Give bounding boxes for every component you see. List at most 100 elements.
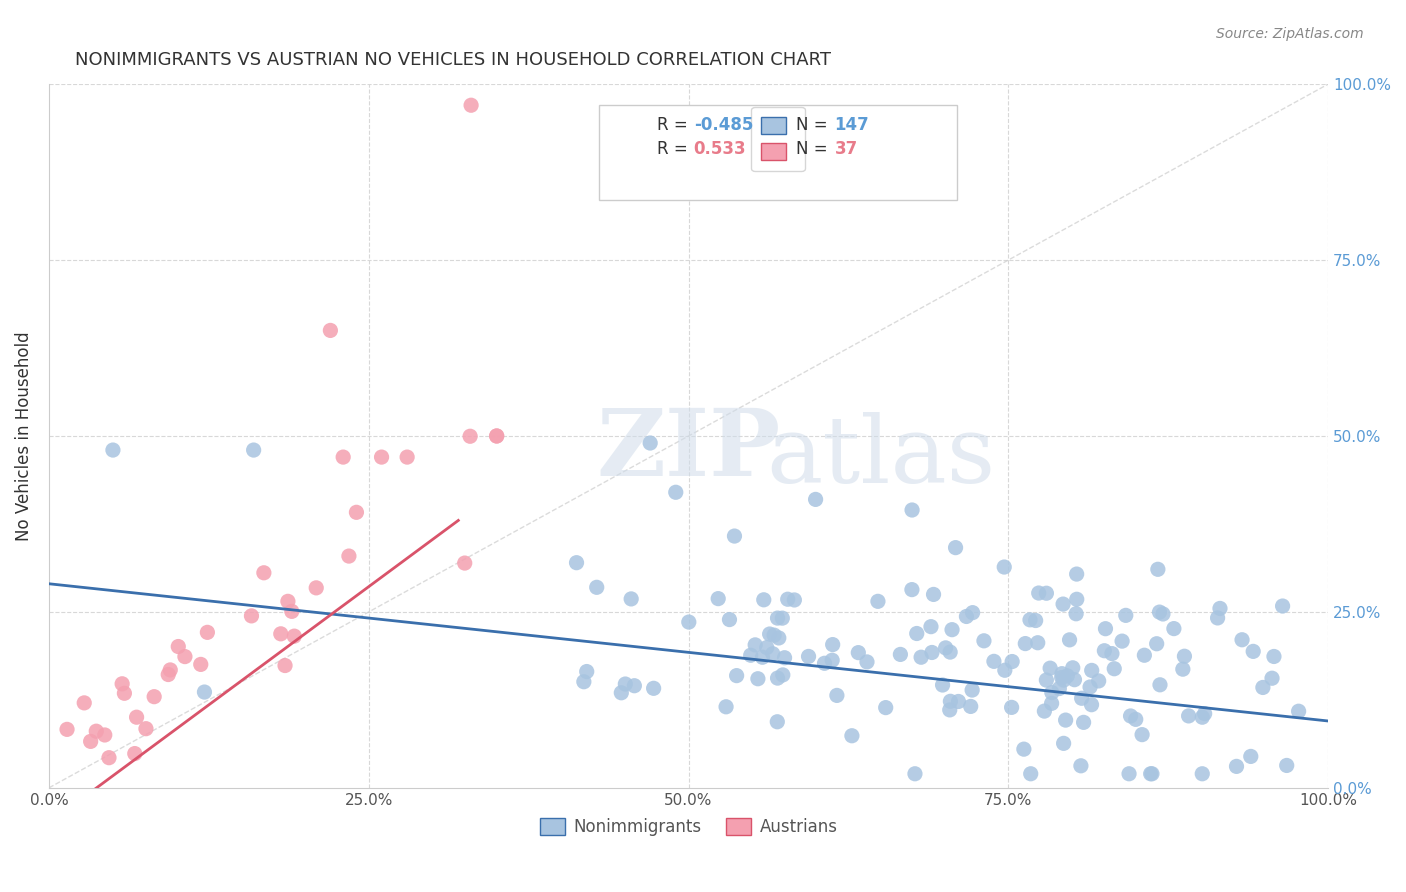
Point: [1014, 637, 1036, 651]
Point: [1019, 766, 1042, 780]
Point: [458, 429, 481, 443]
Text: atlas: atlas: [766, 412, 995, 502]
Point: [125, 710, 148, 724]
Point: [277, 594, 299, 608]
Point: [157, 667, 180, 681]
Point: [1251, 681, 1274, 695]
Point: [904, 766, 927, 780]
Point: [1080, 664, 1102, 678]
Point: [783, 593, 806, 607]
Point: [762, 647, 785, 661]
Point: [821, 653, 844, 667]
Point: [1026, 636, 1049, 650]
Point: [1101, 647, 1123, 661]
Point: [813, 657, 835, 671]
Point: [1039, 661, 1062, 675]
Point: [901, 503, 924, 517]
Point: [804, 492, 827, 507]
Point: [755, 640, 778, 655]
Point: [193, 685, 215, 699]
Point: [939, 703, 962, 717]
Point: [1054, 713, 1077, 727]
Point: [1001, 655, 1024, 669]
Text: R =: R =: [657, 116, 693, 134]
Point: [770, 611, 793, 625]
Point: [1056, 669, 1078, 683]
Point: [1171, 662, 1194, 676]
Point: [1163, 622, 1185, 636]
Point: [274, 658, 297, 673]
Point: [101, 443, 124, 458]
Point: [768, 631, 790, 645]
Point: [1275, 758, 1298, 772]
Point: [723, 529, 745, 543]
Point: [773, 650, 796, 665]
Point: [993, 560, 1015, 574]
Text: 37: 37: [834, 140, 858, 158]
Point: [665, 485, 688, 500]
Point: [1230, 632, 1253, 647]
Point: [747, 672, 769, 686]
Point: [935, 640, 957, 655]
Point: [960, 683, 983, 698]
Point: [572, 674, 595, 689]
Point: [1094, 622, 1116, 636]
Point: [1012, 742, 1035, 756]
Point: [766, 671, 789, 685]
Point: [283, 629, 305, 643]
Point: [1288, 704, 1310, 718]
Point: [866, 594, 889, 608]
Point: [1078, 680, 1101, 694]
Point: [1206, 611, 1229, 625]
Text: 0.533: 0.533: [693, 140, 747, 158]
Point: [772, 668, 794, 682]
Point: [955, 609, 977, 624]
Point: [1133, 648, 1156, 663]
Point: [1025, 614, 1047, 628]
Point: [135, 722, 157, 736]
Point: [1241, 644, 1264, 658]
Point: [112, 686, 135, 700]
Point: [1053, 673, 1076, 687]
Point: [841, 729, 863, 743]
Point: [1080, 698, 1102, 712]
Point: [939, 645, 962, 659]
Point: [396, 450, 419, 464]
Point: [1000, 700, 1022, 714]
Point: [270, 627, 292, 641]
Point: [1152, 607, 1174, 621]
Point: [242, 443, 264, 458]
Point: [962, 606, 984, 620]
Point: [1149, 678, 1171, 692]
Point: [1177, 709, 1199, 723]
Point: [1263, 649, 1285, 664]
Point: [740, 648, 762, 663]
Point: [941, 623, 963, 637]
Point: [190, 657, 212, 672]
Point: [1240, 749, 1263, 764]
Point: [1191, 710, 1213, 724]
Point: [758, 627, 780, 641]
Point: [825, 689, 848, 703]
Point: [1102, 662, 1125, 676]
Point: [1033, 704, 1056, 718]
Point: [797, 649, 820, 664]
Point: [1066, 567, 1088, 582]
Point: [623, 679, 645, 693]
Point: [1047, 681, 1070, 696]
Text: ZIP: ZIP: [596, 405, 780, 495]
FancyBboxPatch shape: [599, 105, 957, 200]
Point: [84, 724, 107, 739]
Text: N =: N =: [796, 116, 832, 134]
Point: [575, 665, 598, 679]
Point: [240, 608, 263, 623]
Legend: Nonimmigrants, Austrians: Nonimmigrants, Austrians: [533, 812, 844, 843]
Point: [460, 98, 482, 112]
Point: [1059, 632, 1081, 647]
Point: [174, 649, 197, 664]
Text: Source: ZipAtlas.com: Source: ZipAtlas.com: [1216, 27, 1364, 41]
Point: [856, 655, 879, 669]
Point: [253, 566, 276, 580]
Point: [1271, 599, 1294, 613]
Point: [1118, 766, 1140, 780]
